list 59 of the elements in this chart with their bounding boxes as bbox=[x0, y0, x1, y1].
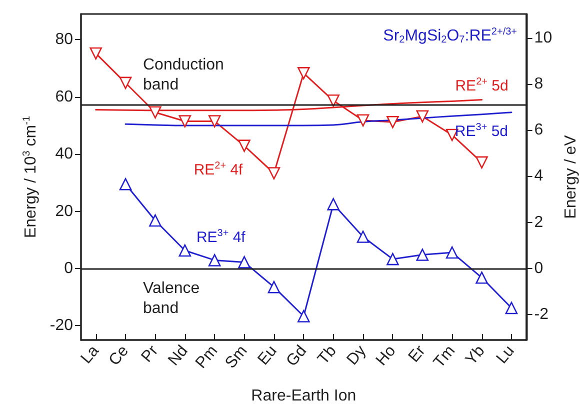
point bbox=[476, 272, 488, 284]
ref-line-label: Conduction band bbox=[143, 56, 228, 94]
y2-tick-label: -2 bbox=[534, 306, 549, 324]
x-tick-label: Pr bbox=[138, 342, 162, 366]
point bbox=[178, 244, 192, 257]
point bbox=[268, 167, 280, 180]
point bbox=[386, 252, 399, 266]
y2-tick-label: 10 bbox=[534, 29, 552, 46]
point bbox=[238, 256, 250, 268]
point bbox=[119, 178, 132, 190]
x-tick-label: Eu bbox=[254, 342, 280, 368]
x-tick-label: Lu bbox=[494, 342, 518, 368]
point bbox=[356, 230, 370, 243]
point bbox=[298, 310, 310, 322]
y2-axis-title: Energy / eV bbox=[562, 134, 580, 219]
point bbox=[149, 214, 162, 227]
x-tick-label: La bbox=[78, 342, 102, 368]
ref-line-label: Valence band bbox=[143, 280, 204, 318]
x-tick-label: Gd bbox=[283, 342, 310, 370]
point bbox=[119, 76, 132, 90]
point bbox=[238, 140, 250, 152]
y-tick-label: 60 bbox=[55, 88, 74, 106]
x-tick-label: Er bbox=[406, 342, 430, 366]
x-tick-label: Dy bbox=[344, 342, 370, 368]
y2-tick-label: 0 bbox=[534, 260, 544, 277]
point bbox=[178, 115, 192, 128]
x-tick-label: Nd bbox=[165, 342, 192, 370]
point bbox=[416, 110, 429, 123]
y-axis-title: Energy / 103 cm-1 bbox=[21, 116, 40, 238]
x-tick-label: Sm bbox=[222, 342, 251, 372]
x-tick-label: Ho bbox=[373, 342, 400, 370]
x-tick-label: Yb bbox=[462, 342, 488, 368]
point bbox=[416, 248, 429, 261]
point bbox=[356, 114, 370, 127]
point bbox=[505, 302, 518, 314]
y-tick-label: 80 bbox=[55, 31, 74, 48]
y-tick-label: 20 bbox=[55, 202, 74, 220]
x-tick-label: Tb bbox=[314, 342, 340, 368]
x-tick-label: Tm bbox=[430, 342, 459, 372]
x-tick-label: Ce bbox=[106, 342, 132, 370]
point bbox=[327, 198, 340, 210]
point bbox=[476, 156, 488, 169]
y-tick-label: 40 bbox=[55, 146, 74, 163]
point bbox=[386, 116, 399, 128]
point bbox=[298, 67, 310, 80]
x-axis-title: Rare-Earth Ion bbox=[251, 388, 356, 404]
x-tick-label: Pm bbox=[192, 342, 222, 372]
point bbox=[208, 254, 221, 266]
point bbox=[90, 47, 102, 60]
point bbox=[208, 115, 221, 128]
y-tick-label: -20 bbox=[50, 317, 74, 334]
y-tick-label: 0 bbox=[64, 260, 74, 278]
y2-tick-label: 6 bbox=[534, 122, 544, 139]
point bbox=[268, 280, 280, 294]
point bbox=[446, 246, 458, 259]
point bbox=[327, 94, 340, 107]
y2-tick-label: 4 bbox=[534, 168, 544, 185]
y2-tick-label: 2 bbox=[534, 214, 544, 231]
y2-tick-label: 8 bbox=[534, 75, 544, 92]
